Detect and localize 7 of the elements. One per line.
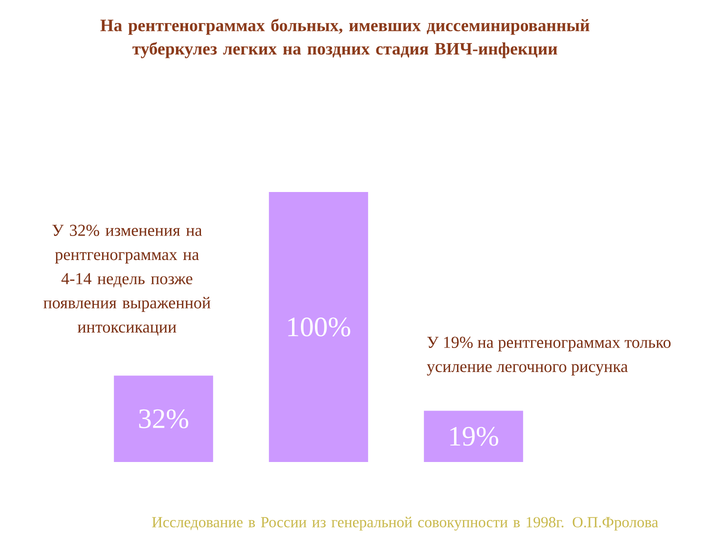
- chart-title: На рентгенограммах больных, имевших диссеминированный туберкулез легких на поздних стадия ВИЧ-инфекции: [100, 18, 590, 58]
- annotation: У 19% на рентгенограммах только усиление легочного рисунка: [426, 336, 671, 376]
- data-label: 19%: [450, 426, 498, 446]
- data-label: 32%: [139, 409, 188, 428]
- data-label: 100%: [288, 318, 350, 336]
- text: Исследование в России из генеральной совокупности в 1998г. О.П.Фролова: [152, 516, 658, 531]
- annotation: У 32% изменения на рентгенограммах на 4-14 недель позже появления выраженной интоксикации: [43, 224, 210, 336]
